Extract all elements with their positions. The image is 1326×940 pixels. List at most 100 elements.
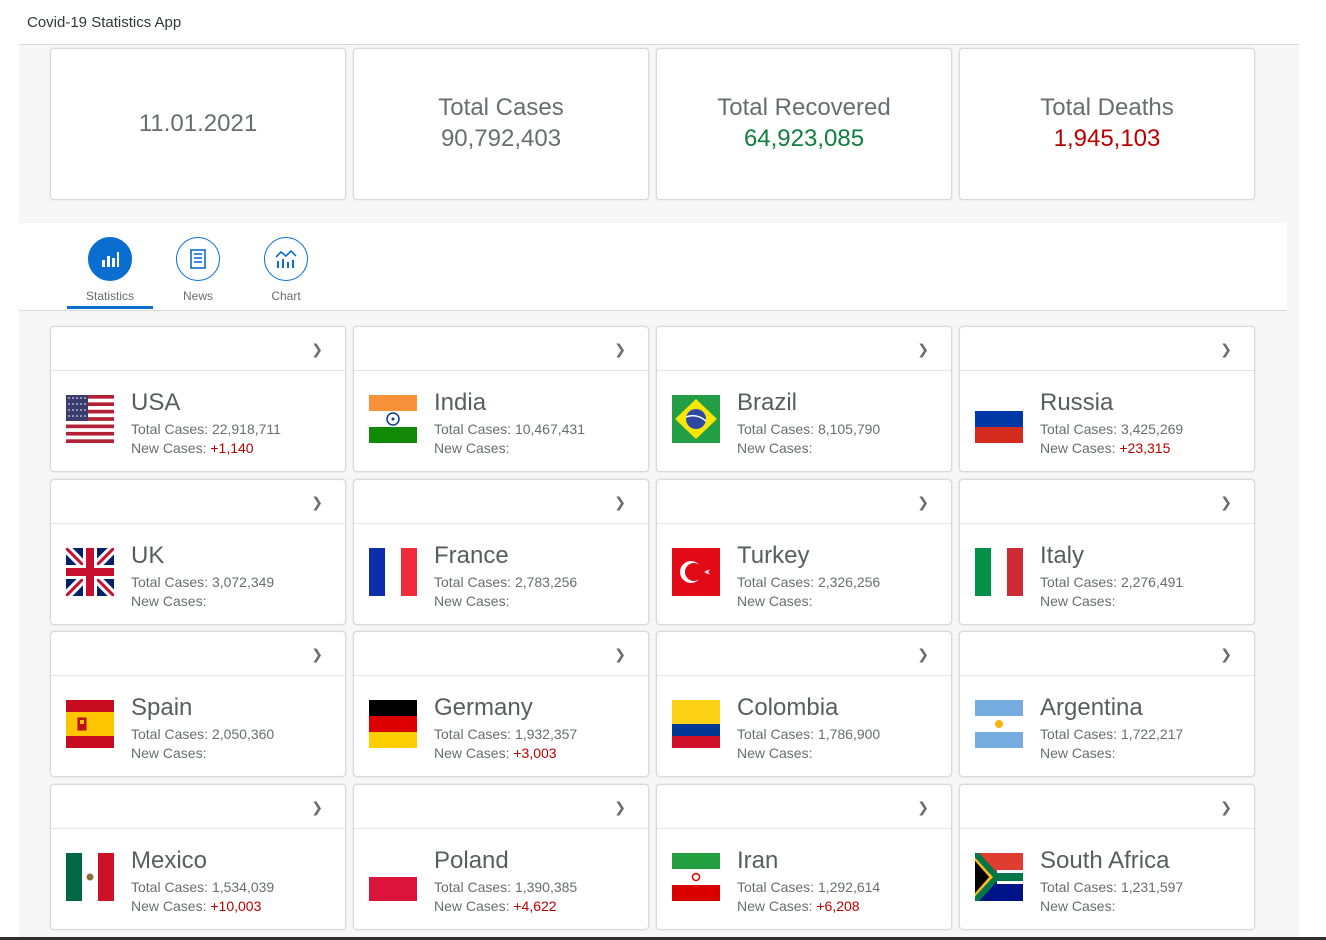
country-card[interactable]: ❯ Iran Total Cases: 1,292,614 New Cases: +6… (656, 784, 952, 930)
chevron-right-icon[interactable]: ❯ (1220, 646, 1232, 662)
card-header[interactable]: ❯ (657, 480, 951, 524)
italy-flag (975, 548, 1023, 596)
total-cases-label: Total Cases: (434, 574, 512, 590)
chevron-right-icon[interactable]: ❯ (614, 341, 626, 357)
country-card[interactable]: ❯ Poland Total Cases: 1,390,385 New Cases: … (353, 784, 649, 930)
country-name: UK (131, 542, 165, 569)
country-name: India (434, 389, 487, 416)
chevron-right-icon[interactable]: ❯ (917, 494, 929, 510)
usa-flag (66, 395, 114, 444)
new-cases-value: +10,003 (210, 898, 262, 914)
country-card[interactable]: ❯ Spain Total Cases: 2,050,360 New Cases: (50, 631, 346, 777)
card-header[interactable]: ❯ (354, 480, 648, 524)
chevron-right-icon[interactable]: ❯ (917, 341, 929, 357)
germany-flag (369, 700, 417, 748)
country-card[interactable]: ❯ USA Total Cases: 22,918,711 New Cases: +1… (50, 326, 346, 472)
mexico-flag (66, 853, 114, 901)
card-header[interactable]: ❯ (51, 785, 345, 829)
tab-statistics-label: Statistics (85, 289, 134, 303)
card-header[interactable]: ❯ (960, 327, 1254, 371)
total-cases-value: 2,276,491 (1120, 574, 1184, 590)
new-cases-label: New Cases: (1040, 898, 1116, 914)
total-cases-value: 1,231,597 (1120, 879, 1184, 895)
chevron-right-icon[interactable]: ❯ (614, 799, 626, 815)
new-cases-line: New Cases: (131, 592, 206, 610)
country-card[interactable]: ❯ Italy Total Cases: 2,276,491 New Cases: (959, 479, 1255, 625)
new-cases-value: +6,208 (816, 898, 860, 914)
country-card[interactable]: ❯ Russia Total Cases: 3,425,269 New Cases: … (959, 326, 1255, 472)
country-card[interactable]: ❯ Colombia Total Cases: 1,786,900 New Cases… (656, 631, 952, 777)
chevron-right-icon[interactable]: ❯ (614, 494, 626, 510)
new-cases-value: +4,622 (513, 898, 557, 914)
new-cases-line: New Cases: +4,622 (434, 897, 557, 915)
card-header[interactable]: ❯ (51, 480, 345, 524)
card-header[interactable]: ❯ (354, 327, 648, 371)
total-cases-value: 22,918,711 (211, 421, 281, 437)
total-cases-line: Total Cases: 2,326,256 (737, 573, 880, 591)
uk-flag (62, 544, 118, 600)
tab-chart[interactable]: Chart (243, 237, 329, 310)
country-card[interactable]: ❯ Germany Total Cases: 1,932,357 New Cases:… (353, 631, 649, 777)
country-name: Germany (434, 694, 533, 721)
chevron-right-icon[interactable]: ❯ (917, 646, 929, 662)
total-cases-label: Total Cases: (737, 879, 815, 895)
new-cases-label: New Cases: (131, 898, 207, 914)
brazil-flag (672, 395, 720, 443)
new-cases-line: New Cases: (434, 439, 509, 457)
card-header[interactable]: ❯ (960, 480, 1254, 524)
country-name: South Africa (1040, 847, 1170, 874)
country-card[interactable]: ❯ South Africa Total Cases: 1,231,597 New C… (959, 784, 1255, 930)
chevron-right-icon[interactable]: ❯ (917, 799, 929, 815)
chevron-right-icon[interactable]: ❯ (311, 646, 323, 662)
total-cases-line: Total Cases: 8,105,790 (737, 420, 880, 438)
card-header[interactable]: ❯ (354, 785, 648, 829)
total-cases-label: Total Cases: (131, 574, 209, 590)
new-cases-label: New Cases: (737, 898, 813, 914)
country-card[interactable]: ❯ Argentina Total Cases: 1,722,217 New Case… (959, 631, 1255, 777)
total-cases-line: Total Cases: 1,786,900 (737, 725, 880, 743)
country-card[interactable]: ❯ France Total Cases: 2,783,256 New Cases: (353, 479, 649, 625)
country-card[interactable]: ❯ Turkey Total Cases: 2,326,256 New Cases: (656, 479, 952, 625)
total-cases-value: 2,783,256 (514, 574, 578, 590)
chevron-right-icon[interactable]: ❯ (1220, 341, 1232, 357)
total-cases-label: Total Cases: (131, 421, 209, 437)
tab-news[interactable]: News (155, 237, 241, 310)
chevron-right-icon[interactable]: ❯ (1220, 799, 1232, 815)
new-cases-line: New Cases: (737, 592, 812, 610)
total-cases-value: 2,326,256 (817, 574, 881, 590)
total-cases-line: Total Cases: 1,932,357 (434, 725, 577, 743)
new-cases-label: New Cases: (1040, 745, 1116, 761)
new-cases-label: New Cases: (737, 745, 813, 761)
card-header[interactable]: ❯ (657, 785, 951, 829)
tab-statistics[interactable]: Statistics (67, 237, 153, 310)
new-cases-value: +3,003 (513, 745, 557, 761)
card-header[interactable]: ❯ (657, 327, 951, 371)
total-cases-value: 90,792,403 (440, 125, 562, 152)
country-card[interactable]: ❯ India Total Cases: 10,467,431 New Cases: (353, 326, 649, 472)
total-cases-line: Total Cases: 1,231,597 (1040, 878, 1183, 896)
card-header[interactable]: ❯ (960, 785, 1254, 829)
chevron-right-icon[interactable]: ❯ (311, 799, 323, 815)
app-header: Covid-19 Statistics App (19, 0, 1299, 45)
icon-tab-bar: Statistics News (19, 223, 1287, 311)
total-cases-line: Total Cases: 2,276,491 (1040, 573, 1183, 591)
total-cases-line: Total Cases: 3,425,269 (1040, 420, 1183, 438)
card-header[interactable]: ❯ (51, 632, 345, 676)
card-header[interactable]: ❯ (960, 632, 1254, 676)
country-card[interactable]: ❯ UK Total Cases: 3,072,349 New Cases: (50, 479, 346, 625)
total-cases-value: 8,105,790 (817, 421, 881, 437)
new-cases-label: New Cases: (434, 440, 510, 456)
total-cases-line: Total Cases: 3,072,349 (131, 573, 274, 591)
chevron-right-icon[interactable]: ❯ (311, 341, 323, 357)
card-header[interactable]: ❯ (657, 632, 951, 676)
colombia-flag (672, 700, 720, 748)
chevron-right-icon[interactable]: ❯ (311, 494, 323, 510)
card-header[interactable]: ❯ (51, 327, 345, 371)
chevron-right-icon[interactable]: ❯ (614, 646, 626, 662)
total-cases-label: Total Cases: (1040, 726, 1118, 742)
poland-flag (369, 853, 417, 901)
country-card[interactable]: ❯ Brazil Total Cases: 8,105,790 New Cases: (656, 326, 952, 472)
country-card[interactable]: ❯ Mexico Total Cases: 1,534,039 New Cases: … (50, 784, 346, 930)
chevron-right-icon[interactable]: ❯ (1220, 494, 1232, 510)
card-header[interactable]: ❯ (354, 632, 648, 676)
